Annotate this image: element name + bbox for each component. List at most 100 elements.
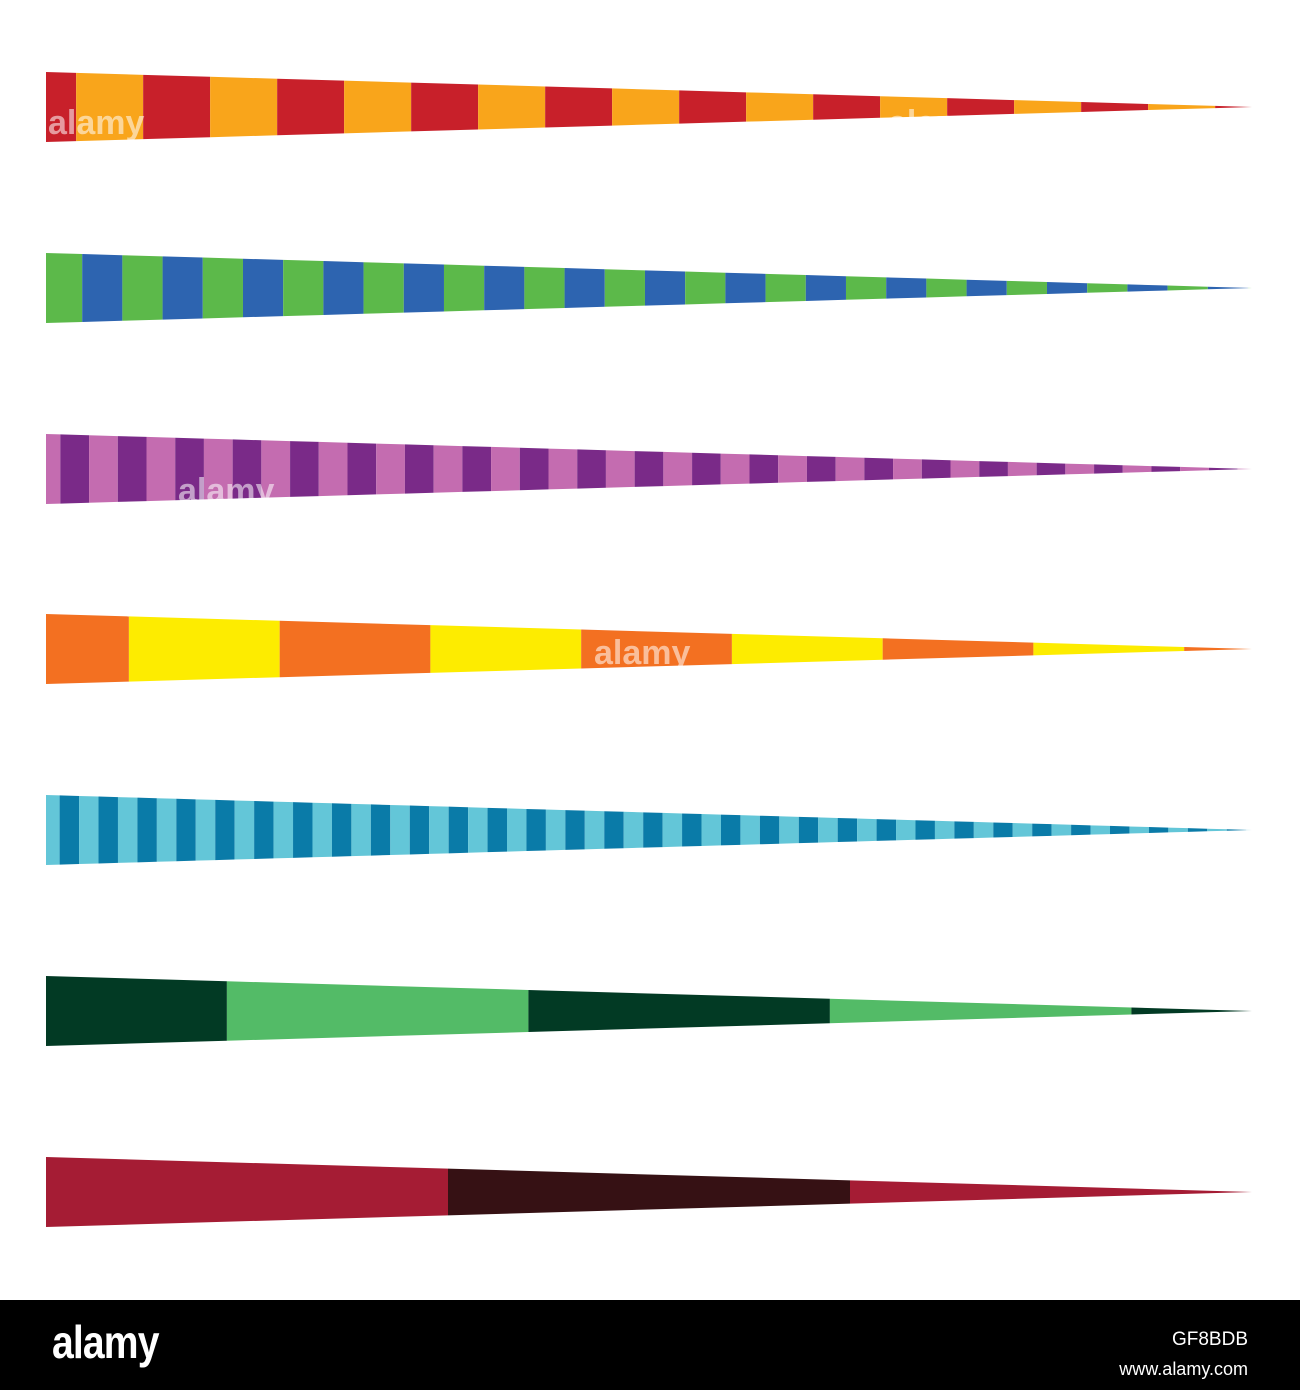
spike-stripe — [1151, 466, 1181, 472]
spike-stripe — [1215, 105, 1252, 109]
spike-stripe — [1051, 824, 1072, 836]
spike-stripe — [604, 269, 645, 307]
spike-stripe — [76, 72, 144, 142]
spike-stripe — [886, 277, 927, 299]
spike-stripe — [1087, 283, 1128, 293]
spike-stripe — [519, 447, 549, 491]
spike-purple — [46, 434, 1252, 504]
spike-stripe — [1110, 825, 1130, 835]
brand-logo: alamy — [52, 1316, 159, 1368]
spike-stripe — [484, 265, 525, 311]
spike-stripe — [203, 438, 233, 500]
spike-illustration: alamy alamy alamy alamy — [46, 72, 1252, 1227]
spike-stripe — [605, 450, 635, 488]
spike-stripe — [893, 458, 922, 480]
spike-stripe — [1187, 828, 1208, 832]
spike-stripe — [1081, 102, 1149, 112]
spike-stripe — [1094, 464, 1123, 474]
spike-stripe — [779, 816, 799, 844]
watermark-text: alamy — [594, 634, 690, 672]
spike-stripe — [117, 436, 147, 502]
watermark-text: alamy — [178, 472, 274, 510]
spike-stripe — [623, 811, 644, 849]
spike-stripe — [565, 810, 585, 850]
spike-stripe — [915, 820, 935, 840]
spike-stripe — [79, 795, 99, 865]
spike-stripe — [759, 815, 780, 845]
spike-stripe — [1148, 103, 1216, 111]
spike-stripe — [1167, 285, 1208, 291]
spike-stripe — [1006, 280, 1047, 296]
spike-stripe — [318, 441, 348, 497]
footer-bar: alamy GF8BDB www.alamy.com — [0, 1300, 1300, 1390]
spike-red-orange — [46, 72, 1252, 142]
spike-stripe — [293, 802, 313, 858]
spike-stripe — [679, 90, 747, 124]
spike-stripe — [934, 820, 955, 840]
spike-stripe — [725, 272, 766, 304]
spike-stripe — [1129, 826, 1149, 834]
spike-stripe — [524, 266, 565, 310]
spike-stripe — [273, 801, 294, 859]
spike-stripe — [1033, 642, 1185, 656]
spike-stripe — [663, 451, 693, 487]
spike-stripe — [1046, 282, 1088, 294]
spike-stripe — [232, 439, 262, 499]
spike-stripe — [409, 805, 430, 855]
spike-stripe — [882, 638, 1034, 660]
spike-stripe — [117, 797, 138, 863]
spike-stripe — [46, 253, 83, 323]
spike-stripe — [1148, 827, 1169, 833]
spike-stripe — [1090, 825, 1111, 835]
spike-stripe — [128, 616, 280, 682]
spike-stripe — [564, 268, 605, 308]
source-url: www.alamy.com — [1119, 1359, 1248, 1379]
spike-stripe — [1208, 467, 1238, 471]
spike-stripe — [215, 799, 235, 861]
spike-stripe — [1168, 827, 1188, 833]
watermark-text: alamy — [888, 104, 984, 142]
spike-stripe — [765, 273, 806, 303]
spike-stripe — [685, 271, 726, 305]
spike-stripe — [947, 98, 1015, 116]
spike-stripe — [1207, 286, 1248, 290]
spike-stripe — [363, 262, 404, 314]
spike-crimson — [46, 1157, 1252, 1227]
spike-stripe — [137, 797, 157, 863]
spike-stripe — [1012, 823, 1033, 837]
spike-stripe — [411, 82, 479, 132]
spike-stripe — [261, 440, 291, 498]
spike-stripe — [162, 256, 203, 320]
spike-stripe — [344, 80, 412, 134]
spike-stripe — [806, 456, 836, 482]
spike-stripe — [829, 998, 1132, 1024]
spike-stripe — [1184, 647, 1252, 651]
spike-stripe — [390, 804, 410, 856]
spike-stripe — [46, 614, 129, 684]
spike-stripe — [1226, 829, 1247, 831]
spike-stripe — [443, 264, 485, 312]
spike-stripe — [323, 261, 364, 315]
spike-stripe — [202, 257, 243, 319]
spike-stripe — [507, 808, 527, 852]
spike-stripe — [993, 822, 1013, 838]
spike-stripe — [404, 444, 434, 494]
spike-stripe — [175, 437, 204, 501]
spike-stripe — [234, 800, 255, 860]
spike-stripe — [1007, 461, 1037, 477]
spike-stripe — [1122, 465, 1152, 473]
spike-stripe — [59, 795, 80, 865]
spike-stripe — [1127, 284, 1168, 292]
spike-canvas: alamy alamy alamy alamy — [46, 72, 1252, 1227]
watermark-text: alamy — [48, 104, 144, 142]
spike-stripe — [644, 270, 686, 306]
spike-stripe — [746, 92, 814, 122]
spike-stripe — [487, 807, 508, 853]
spike-stripe — [720, 814, 741, 846]
spike-stripe — [701, 814, 721, 846]
spike-stripe — [176, 798, 196, 862]
spike-stripe — [850, 1180, 1252, 1204]
spike-stripe — [604, 811, 624, 849]
spike-stripe — [731, 633, 883, 665]
spike-stripe — [813, 94, 881, 120]
